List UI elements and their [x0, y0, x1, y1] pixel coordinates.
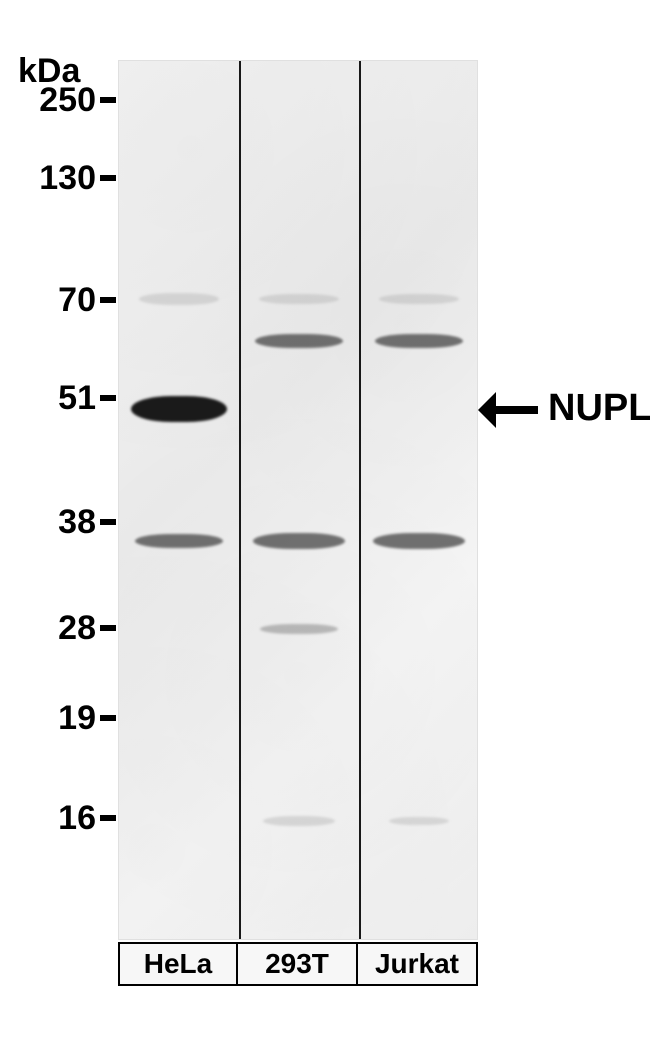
figure-root: kDa 250130705138281916 HeLa293TJurkat NU… [0, 0, 650, 1042]
arrow-shaft [496, 406, 538, 414]
arrow-head-icon [478, 392, 496, 428]
target-protein-label: NUPL2 [548, 387, 650, 430]
target-annotation: NUPL2 [0, 0, 650, 1042]
